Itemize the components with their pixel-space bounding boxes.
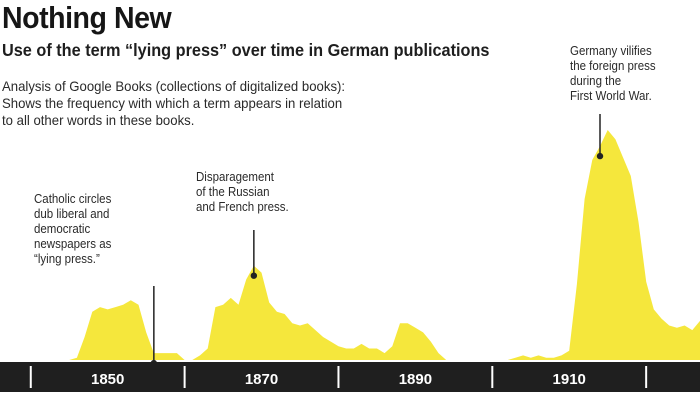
- chart-title: Nothing New: [2, 0, 172, 35]
- chart-description: Analysis of Google Books (collections of…: [2, 78, 346, 128]
- x-tick-label-1910: 1910: [553, 371, 586, 388]
- x-tick-label-1850: 1850: [91, 371, 124, 388]
- annotation-russian-french-press: Disparagement of the Russian and French …: [196, 170, 289, 214]
- x-tick-label-1890: 1890: [399, 371, 432, 388]
- x-axis-ticks: 185018701890191019: [29, 366, 648, 388]
- leader-dot-russian-french: [250, 272, 258, 279]
- series-area: [30, 130, 700, 360]
- chart-subtitle: Use of the term “lying press” over time …: [2, 40, 490, 60]
- x-axis-band: [0, 362, 700, 392]
- annotation-catholic-circles: Catholic circles dub liberal and democra…: [34, 192, 112, 266]
- leader-dot-wwi: [596, 152, 604, 160]
- x-tick-label-1870: 1870: [245, 371, 278, 388]
- area-layer: [30, 130, 700, 360]
- annotation-first-world-war: Germany vilifies the foreign press durin…: [570, 44, 656, 103]
